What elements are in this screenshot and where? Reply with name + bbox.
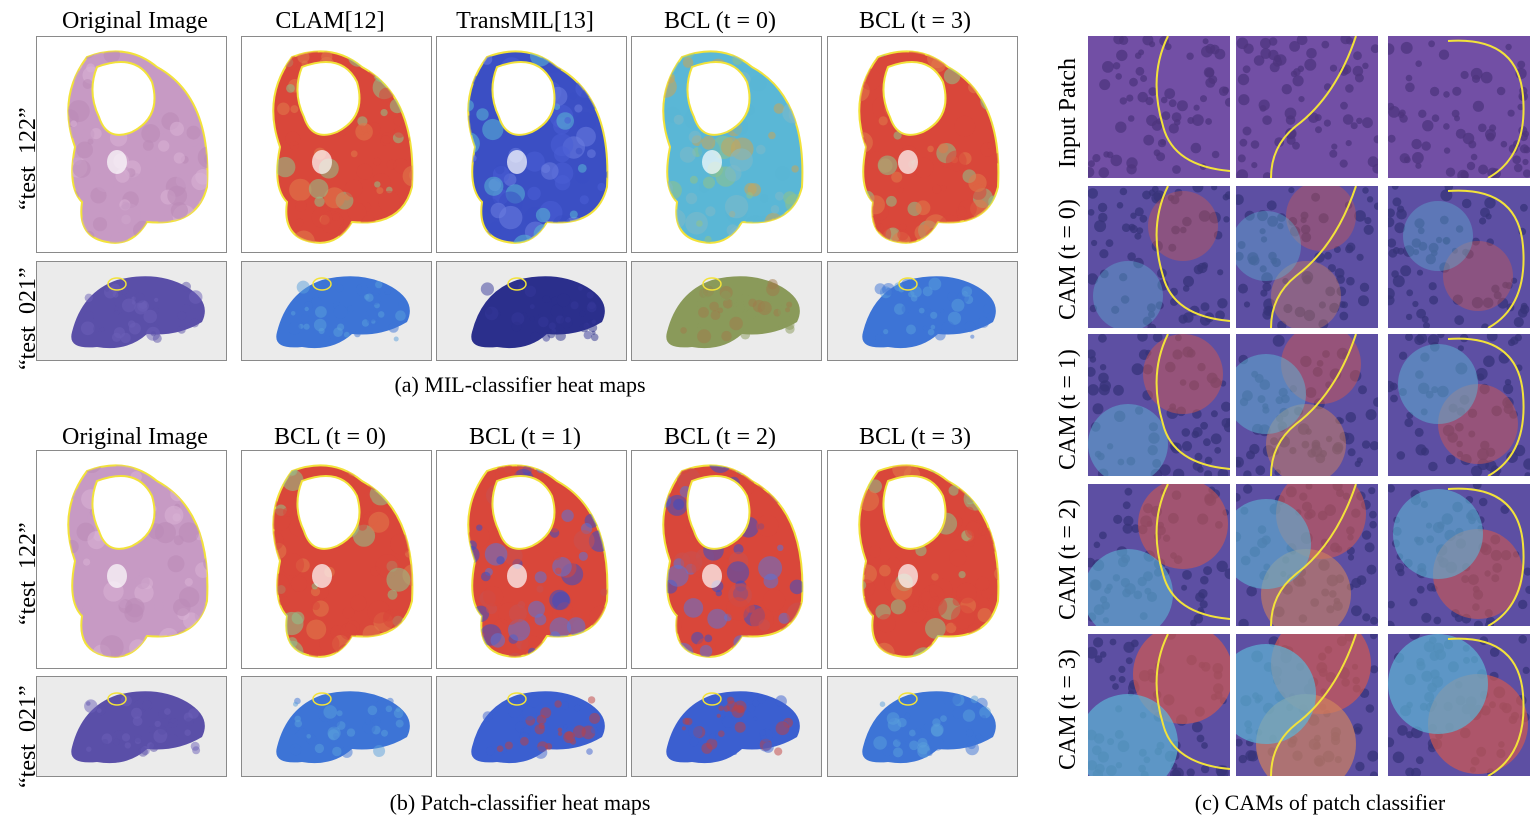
slide-image bbox=[67, 50, 209, 244]
panel-a-col-title-bcl-t0: BCL (t = 0) bbox=[664, 8, 776, 34]
cam-patch bbox=[1236, 484, 1378, 626]
slide-image bbox=[662, 464, 804, 658]
slide-thumbnail bbox=[36, 36, 227, 253]
slide-thumbnail bbox=[827, 261, 1018, 361]
panel-a-col-title-bcl-t3: BCL (t = 3) bbox=[859, 8, 971, 34]
slide-image bbox=[666, 691, 800, 764]
slide-thumbnail bbox=[436, 261, 627, 361]
slide-image bbox=[666, 276, 800, 349]
slide-image bbox=[862, 691, 996, 764]
slide-image bbox=[71, 691, 205, 764]
panel-a-col-title-transmil: TransMIL[13] bbox=[456, 8, 594, 34]
slide-image bbox=[471, 276, 605, 349]
panel-a-caption: (a) MIL-classifier heat maps bbox=[394, 372, 646, 397]
slide-thumbnail bbox=[241, 450, 432, 669]
slide-image bbox=[862, 276, 996, 349]
input-patch bbox=[1236, 36, 1378, 178]
slide-image bbox=[662, 50, 804, 244]
slide-thumbnail bbox=[436, 36, 627, 253]
slide-thumbnail bbox=[241, 261, 432, 361]
slide-thumbnail bbox=[36, 450, 227, 669]
panel-c-row-label-cam-t0: CAM (t = 0) bbox=[1055, 199, 1081, 320]
panel-c-row-label-cam-t3: CAM (t = 3) bbox=[1055, 649, 1081, 770]
slide-thumbnail bbox=[241, 36, 432, 253]
slide-thumbnail bbox=[36, 676, 227, 777]
panel-c-caption: (c) CAMs of patch classifier bbox=[1194, 790, 1446, 815]
slide-thumbnail bbox=[827, 676, 1018, 777]
slide-image bbox=[272, 50, 414, 244]
slide-thumbnail bbox=[631, 261, 822, 361]
cam-patch bbox=[1388, 334, 1530, 476]
slide-image bbox=[276, 276, 410, 349]
slide-image bbox=[276, 691, 410, 764]
input-patch bbox=[1088, 36, 1230, 178]
panel-b-col-title-bcl-t2: BCL (t = 2) bbox=[664, 424, 776, 450]
panel-b-col-title-original: Original Image bbox=[62, 424, 208, 450]
slide-image bbox=[858, 50, 1000, 244]
input-patch bbox=[1388, 36, 1530, 178]
panel-b-col-title-bcl-t1: BCL (t = 1) bbox=[469, 424, 581, 450]
slide-thumbnail bbox=[436, 676, 627, 777]
cam-patch bbox=[1236, 634, 1378, 776]
slide-image bbox=[471, 691, 605, 764]
cam-patch bbox=[1388, 484, 1530, 626]
cam-patch bbox=[1236, 334, 1378, 476]
cam-patch bbox=[1088, 634, 1230, 776]
slide-image bbox=[67, 464, 209, 658]
cam-patch bbox=[1088, 484, 1230, 626]
slide-thumbnail bbox=[631, 676, 822, 777]
slide-thumbnail bbox=[631, 450, 822, 669]
cam-patch bbox=[1088, 334, 1230, 476]
cam-patch bbox=[1388, 186, 1530, 328]
slide-thumbnail bbox=[436, 450, 627, 669]
slide-image bbox=[272, 464, 414, 658]
slide-image bbox=[858, 464, 1000, 658]
panel-c-row-label-input: Input Patch bbox=[1055, 58, 1081, 168]
panel-c-row-label-cam-t1: CAM (t = 1) bbox=[1055, 349, 1081, 470]
slide-image bbox=[71, 276, 205, 349]
slide-thumbnail bbox=[241, 676, 432, 777]
cam-patch bbox=[1388, 634, 1530, 776]
panel-b-col-title-bcl-t3: BCL (t = 3) bbox=[859, 424, 971, 450]
cam-patch bbox=[1088, 186, 1230, 328]
slide-thumbnail bbox=[827, 450, 1018, 669]
panel-a-col-title-original: Original Image bbox=[62, 8, 208, 34]
cam-patch bbox=[1236, 186, 1378, 328]
panel-b-col-title-bcl-t0: BCL (t = 0) bbox=[274, 424, 386, 450]
slide-image bbox=[467, 50, 609, 244]
slide-thumbnail bbox=[631, 36, 822, 253]
slide-image bbox=[467, 464, 609, 658]
panel-c-row-label-cam-t2: CAM (t = 2) bbox=[1055, 499, 1081, 620]
slide-thumbnail bbox=[36, 261, 227, 361]
panel-a-col-title-clam: CLAM[12] bbox=[275, 8, 385, 34]
slide-thumbnail bbox=[827, 36, 1018, 253]
panel-b-caption: (b) Patch-classifier heat maps bbox=[389, 790, 651, 815]
